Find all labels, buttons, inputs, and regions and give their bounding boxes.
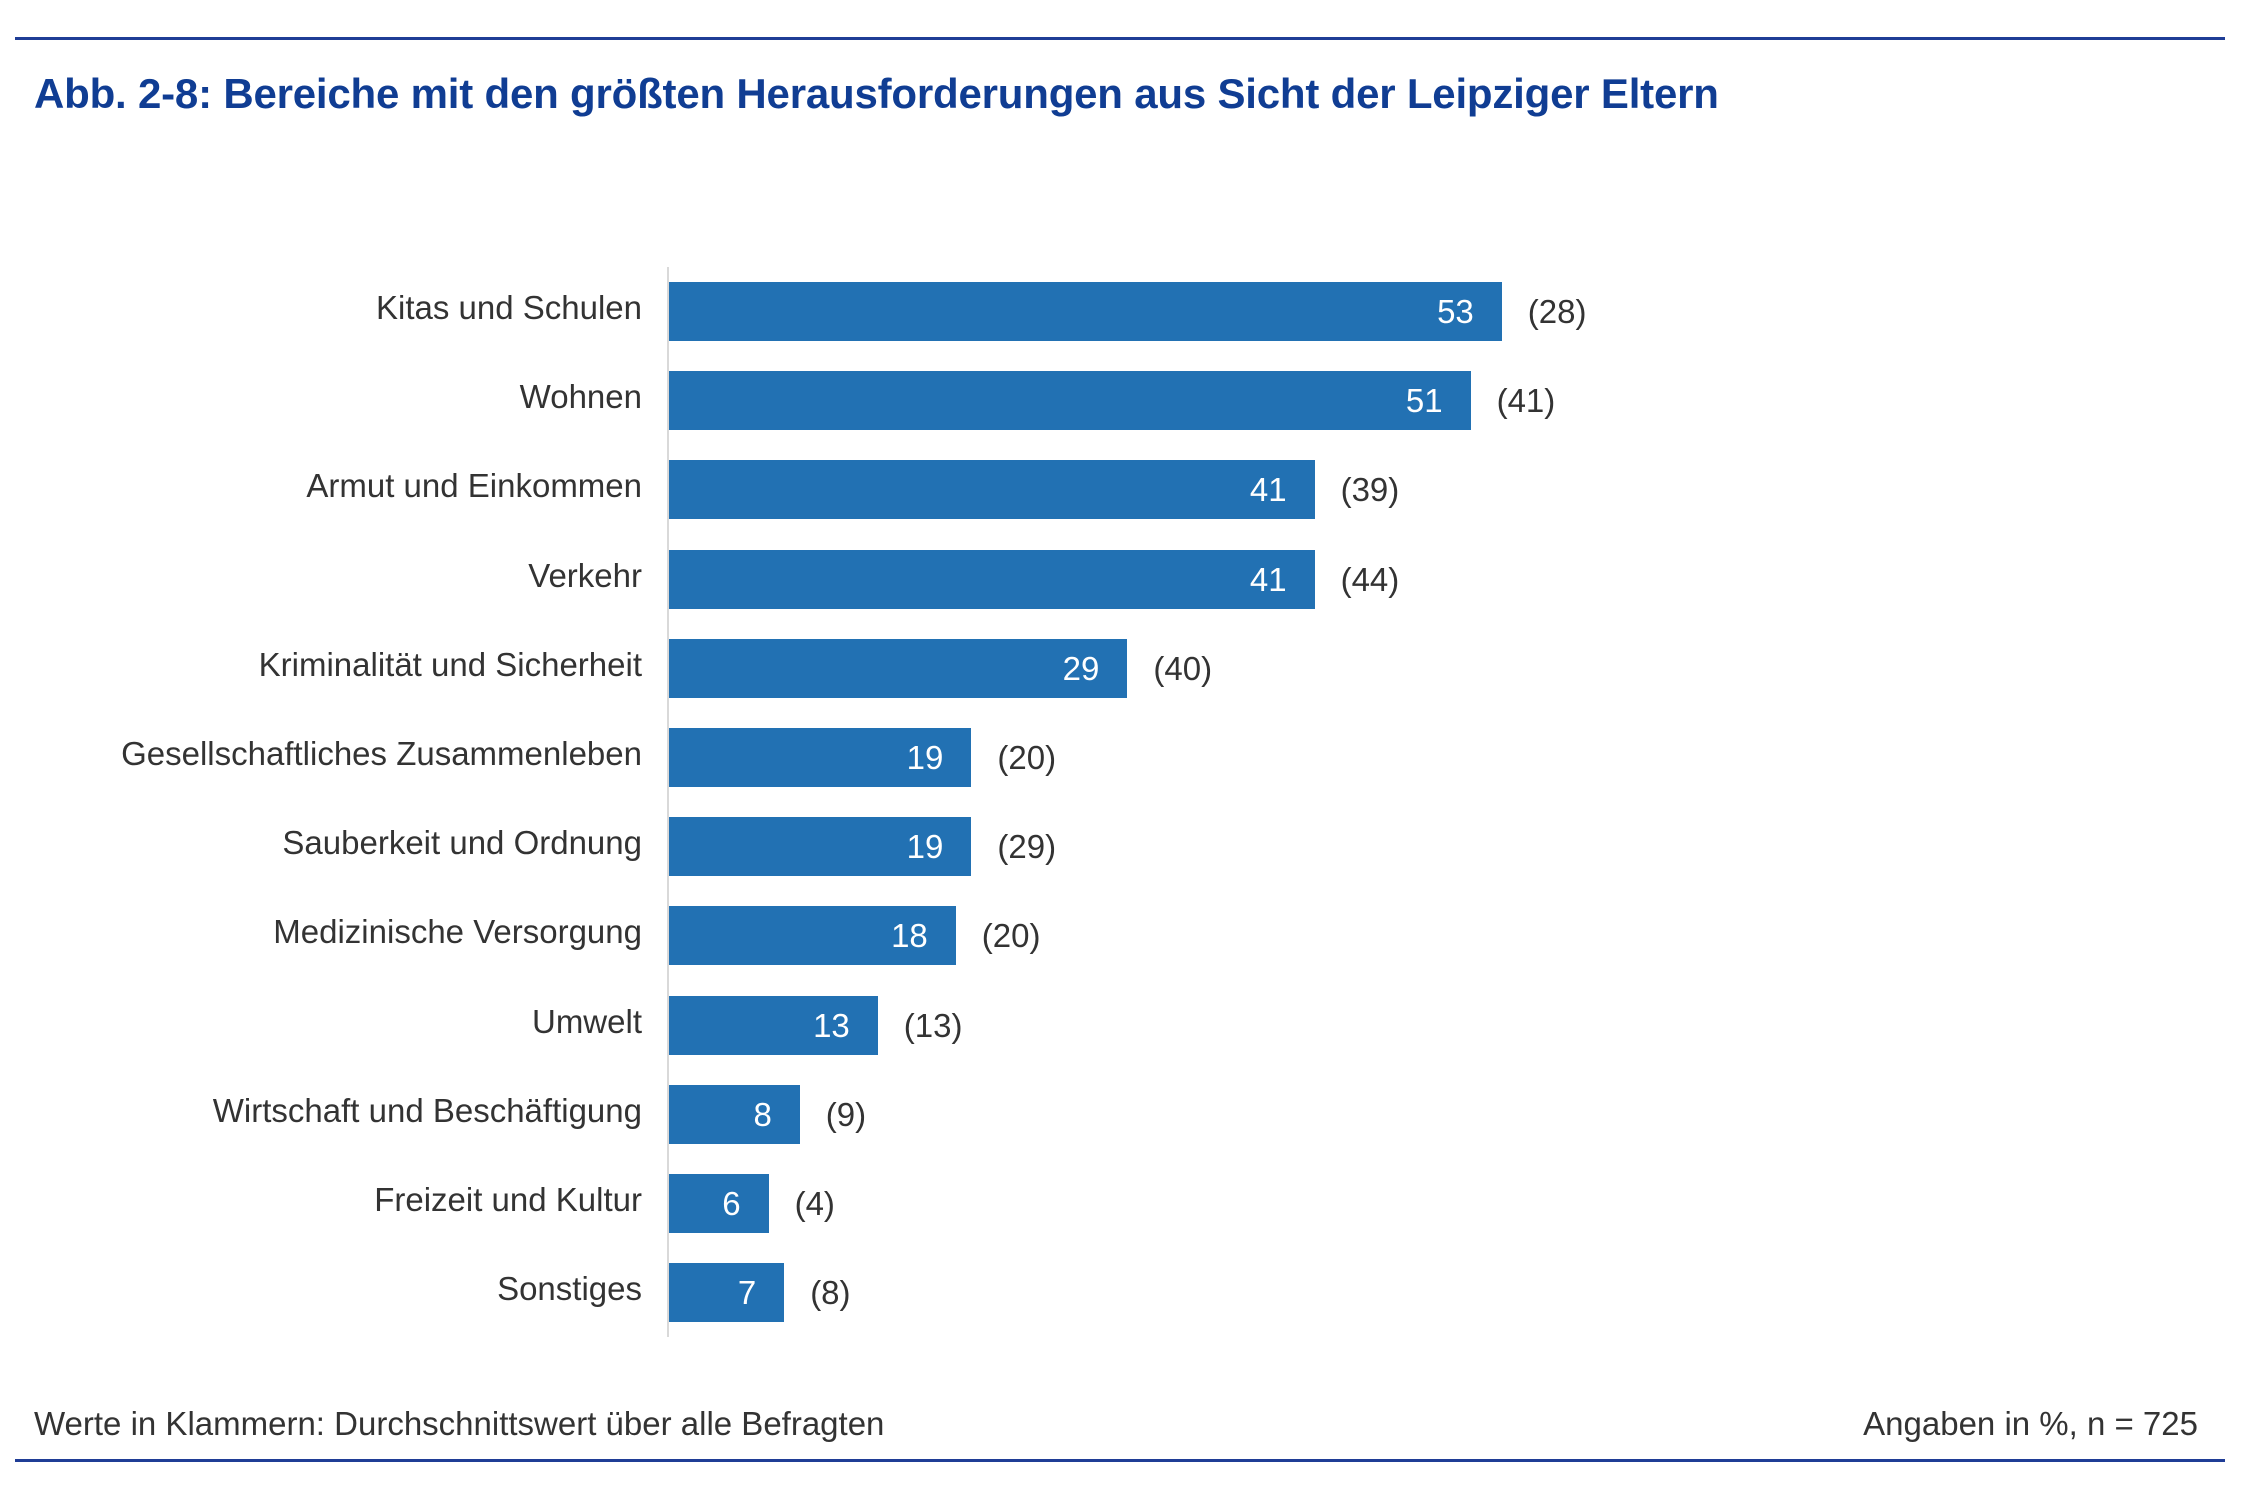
average-value-label: (29) [997, 828, 1057, 866]
bar-value-label: 7 [737, 1274, 757, 1312]
category-label: Medizinische Versorgung [273, 913, 642, 951]
average-value-label: (4) [794, 1185, 835, 1222]
bar [669, 906, 956, 966]
bar [669, 1174, 769, 1233]
category-label: Sauberkeit und Ordnung [282, 824, 642, 862]
top-rule [15, 37, 2225, 40]
average-value-label: (41) [1496, 382, 1556, 420]
figure-title: Abb. 2-8: Bereiche mit den größten Herau… [34, 70, 1719, 117]
bar-value-label: 18 [891, 917, 928, 955]
average-value-label: (39) [1340, 471, 1400, 509]
bar-value-label: 51 [1405, 382, 1443, 420]
bar [669, 460, 1315, 520]
bar [669, 371, 1471, 431]
bar [669, 549, 1315, 609]
bottom-rule [15, 1459, 2225, 1462]
bar-value-label: 19 [906, 828, 944, 866]
category-label: Umwelt [531, 1002, 642, 1040]
bar-value-label: 8 [753, 1095, 772, 1133]
bar [669, 638, 1128, 698]
average-value-label: (20) [997, 739, 1057, 776]
footnote: Werte in Klammern: Durchschnittswert übe… [34, 1405, 885, 1442]
bar [669, 728, 972, 787]
category-label: Verkehr [528, 556, 642, 594]
bar-value-label: 53 [1437, 293, 1474, 330]
category-label: Armut und Einkommen [306, 467, 642, 505]
category-label: Freizeit und Kultur [374, 1181, 642, 1218]
average-value-label: (13) [903, 1006, 963, 1044]
bar-value-label: 13 [813, 1006, 850, 1044]
average-value-label: (40) [1153, 649, 1213, 687]
bar-value-label: 41 [1249, 471, 1287, 509]
bar [669, 1263, 785, 1323]
bar [669, 995, 878, 1055]
average-value-label: (8) [810, 1274, 851, 1312]
bar [669, 282, 1502, 341]
bar-value-label: 6 [722, 1185, 741, 1222]
average-value-label: (44) [1340, 560, 1400, 598]
average-value-label: (20) [981, 917, 1041, 955]
category-label: Kitas und Schulen [375, 289, 642, 326]
category-label: Wohnen [519, 378, 642, 416]
average-value-label: (9) [825, 1095, 867, 1133]
bar [669, 817, 972, 877]
category-label: Kriminalität und Sicherheit [258, 645, 642, 683]
sample-note: Angaben in %, n = 725 [1863, 1405, 2198, 1442]
category-label: Gesellschaftliches Zusammenleben [121, 735, 642, 772]
bar-value-label: 41 [1249, 560, 1287, 598]
category-label: Sonstiges [497, 1270, 642, 1308]
bar-value-label: 19 [906, 739, 944, 776]
category-axis-line [667, 267, 669, 1337]
bar-value-label: 29 [1062, 649, 1100, 687]
bar [669, 1084, 800, 1144]
category-label: Wirtschaft und Beschäftigung [212, 1091, 642, 1129]
average-value-label: (28) [1527, 293, 1587, 330]
